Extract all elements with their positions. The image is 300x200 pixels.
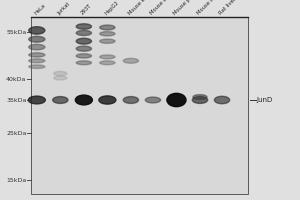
Text: Rat liver: Rat liver [218,0,238,16]
Ellipse shape [99,96,116,104]
Ellipse shape [76,30,92,36]
Ellipse shape [28,96,45,104]
Ellipse shape [76,54,92,58]
Text: JunD: JunD [257,97,273,103]
Ellipse shape [192,97,208,103]
Text: 40kDa: 40kDa [6,77,26,82]
Ellipse shape [123,97,139,103]
Ellipse shape [29,27,45,34]
Ellipse shape [214,96,230,104]
Ellipse shape [100,32,115,36]
Text: 35kDa: 35kDa [6,98,26,102]
Text: Mouse testis: Mouse testis [196,0,224,16]
Ellipse shape [29,53,45,57]
Ellipse shape [75,95,92,105]
Ellipse shape [29,59,45,63]
Ellipse shape [54,76,67,80]
Ellipse shape [76,24,92,29]
Ellipse shape [167,93,186,107]
Text: Mouse kidney: Mouse kidney [128,0,157,16]
Ellipse shape [100,55,115,59]
Ellipse shape [145,97,160,103]
Ellipse shape [193,95,207,100]
Ellipse shape [100,25,115,30]
Ellipse shape [76,61,92,65]
Text: Mouse liver: Mouse liver [149,0,174,16]
Bar [31,17,248,194]
Ellipse shape [54,71,67,76]
Ellipse shape [29,44,45,50]
Ellipse shape [123,58,139,63]
Text: Mouse pancreas: Mouse pancreas [173,0,207,16]
Ellipse shape [76,38,92,44]
Text: HeLa: HeLa [33,3,46,16]
Ellipse shape [29,65,45,68]
Text: HepG2: HepG2 [104,0,120,16]
Ellipse shape [76,46,92,51]
Text: 55kDa: 55kDa [6,30,26,35]
Text: 15kDa: 15kDa [6,178,26,183]
Text: Jurkat: Jurkat [57,1,71,16]
Text: 25kDa: 25kDa [6,131,26,136]
Ellipse shape [100,61,115,65]
Ellipse shape [53,97,68,103]
Text: 293T: 293T [80,3,93,16]
Ellipse shape [29,36,45,42]
Ellipse shape [100,39,115,43]
